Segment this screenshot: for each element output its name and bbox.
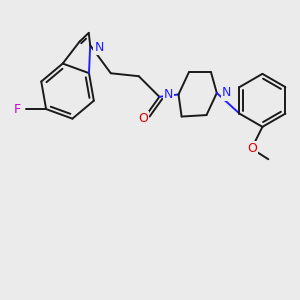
Text: N: N: [222, 86, 232, 100]
Text: N: N: [94, 41, 104, 54]
Text: F: F: [14, 103, 21, 116]
Text: O: O: [247, 142, 257, 155]
Text: O: O: [138, 112, 148, 125]
Text: N: N: [164, 88, 173, 101]
